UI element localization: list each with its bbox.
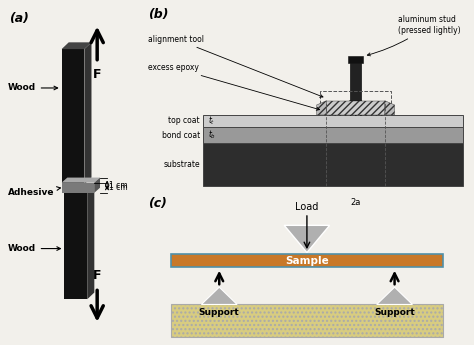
Text: bond coat: bond coat — [162, 131, 200, 140]
Text: Load: Load — [295, 202, 319, 212]
Bar — [64, 189, 87, 299]
Bar — [327, 101, 385, 115]
Text: F: F — [93, 269, 101, 282]
Bar — [62, 49, 84, 184]
Bar — [203, 127, 463, 144]
Polygon shape — [317, 101, 327, 115]
Bar — [203, 144, 463, 186]
Bar — [348, 56, 363, 63]
Text: 2a: 2a — [350, 198, 361, 207]
Text: (a): (a) — [9, 12, 29, 25]
Bar — [171, 254, 443, 267]
Polygon shape — [62, 178, 100, 183]
Polygon shape — [377, 287, 412, 304]
Bar — [62, 183, 94, 193]
Text: $t_t$: $t_t$ — [208, 115, 215, 127]
Bar — [203, 115, 463, 127]
Bar — [320, 91, 392, 115]
Text: F: F — [93, 68, 101, 81]
Polygon shape — [385, 101, 394, 115]
Text: (b): (b) — [148, 8, 168, 21]
Polygon shape — [327, 101, 385, 115]
Text: 1 cm: 1 cm — [109, 181, 128, 190]
Bar — [171, 304, 443, 337]
Text: excess epoxy: excess epoxy — [148, 63, 319, 110]
Polygon shape — [84, 42, 91, 184]
Text: Support: Support — [199, 308, 240, 317]
Text: Wood: Wood — [8, 244, 61, 253]
Text: Adhesive: Adhesive — [8, 187, 60, 197]
Text: top coat: top coat — [168, 116, 200, 125]
Text: 1 cm: 1 cm — [109, 183, 128, 192]
Text: Support: Support — [374, 308, 415, 317]
Bar — [350, 63, 361, 115]
Polygon shape — [87, 183, 94, 299]
Polygon shape — [284, 225, 329, 253]
Text: substrate: substrate — [163, 160, 200, 169]
Text: Sample: Sample — [285, 256, 329, 266]
Polygon shape — [201, 287, 237, 304]
Text: aluminum stud
(pressed lightly): aluminum stud (pressed lightly) — [367, 15, 460, 56]
Text: Wood: Wood — [8, 83, 58, 92]
Polygon shape — [94, 178, 100, 193]
Polygon shape — [62, 42, 91, 49]
Text: (c): (c) — [148, 197, 167, 210]
Text: $t_b$: $t_b$ — [208, 129, 216, 141]
Text: alignment tool: alignment tool — [148, 34, 323, 97]
